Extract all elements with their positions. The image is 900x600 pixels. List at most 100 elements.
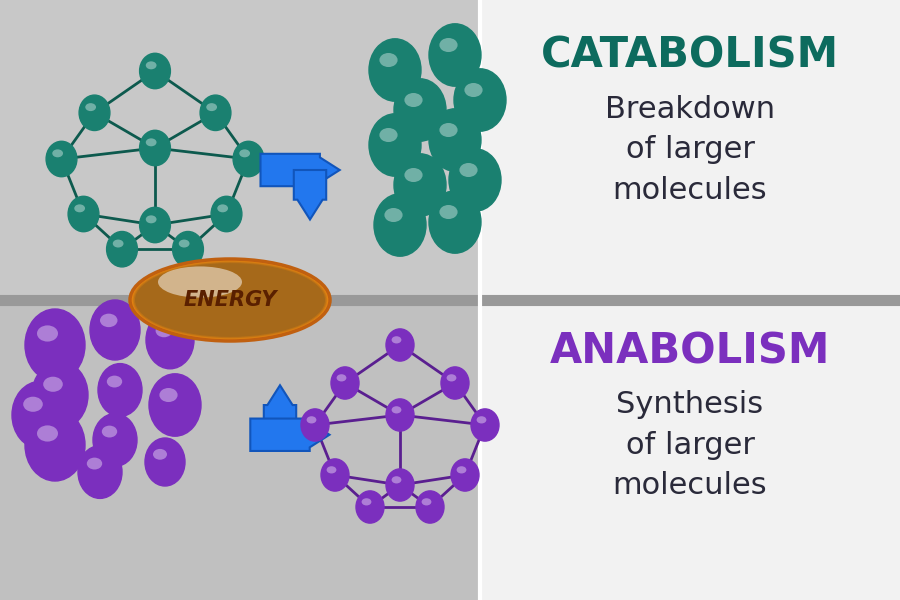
Ellipse shape [416,491,444,523]
Ellipse shape [301,409,329,441]
Ellipse shape [429,109,481,171]
Ellipse shape [25,309,85,381]
Ellipse shape [23,397,43,412]
Ellipse shape [106,232,138,267]
Ellipse shape [86,103,96,111]
Ellipse shape [356,491,384,523]
Ellipse shape [112,239,123,248]
Ellipse shape [384,208,402,222]
Ellipse shape [386,469,414,501]
Ellipse shape [217,205,228,212]
Ellipse shape [156,325,173,337]
Ellipse shape [146,311,194,369]
Ellipse shape [464,83,482,97]
Text: ENERGY: ENERGY [184,290,277,310]
Ellipse shape [130,259,330,341]
Ellipse shape [179,239,190,248]
Text: CATABOLISM: CATABOLISM [541,35,839,77]
Text: Breakdown
of larger
molecules: Breakdown of larger molecules [605,95,775,205]
Ellipse shape [107,376,122,388]
Ellipse shape [471,409,499,441]
Ellipse shape [90,300,140,360]
Ellipse shape [380,53,398,67]
Ellipse shape [12,382,68,449]
Ellipse shape [75,205,85,212]
Ellipse shape [441,367,469,399]
Ellipse shape [369,39,421,101]
Ellipse shape [454,69,506,131]
Ellipse shape [131,260,328,340]
Ellipse shape [321,459,349,491]
Ellipse shape [93,413,137,466]
Ellipse shape [394,79,446,141]
Ellipse shape [380,128,398,142]
Ellipse shape [37,325,58,341]
Ellipse shape [100,314,118,327]
Ellipse shape [404,168,423,182]
Bar [480,0,900,300]
Ellipse shape [446,374,456,382]
FancyArrow shape [250,419,329,451]
Ellipse shape [32,361,88,428]
Ellipse shape [337,374,347,382]
Ellipse shape [37,425,58,442]
Ellipse shape [386,399,414,431]
Ellipse shape [459,163,478,177]
Ellipse shape [392,476,401,484]
Ellipse shape [79,95,110,131]
Ellipse shape [362,498,372,505]
Ellipse shape [43,377,63,392]
Ellipse shape [233,141,264,177]
Ellipse shape [404,93,423,107]
Ellipse shape [134,262,326,338]
Ellipse shape [429,24,481,86]
Ellipse shape [327,466,337,473]
Bar [480,300,900,600]
Ellipse shape [86,458,103,469]
Ellipse shape [146,139,157,146]
Ellipse shape [140,207,170,243]
Ellipse shape [140,53,170,89]
Ellipse shape [392,406,401,413]
FancyArrow shape [264,385,296,435]
Ellipse shape [331,367,359,399]
Ellipse shape [449,149,501,211]
Ellipse shape [206,103,217,111]
Ellipse shape [153,449,167,460]
Text: Synthesis
of larger
molecules: Synthesis of larger molecules [613,390,768,500]
Ellipse shape [429,191,481,253]
Ellipse shape [239,149,250,157]
Ellipse shape [307,416,317,424]
Ellipse shape [212,196,242,232]
Text: ANABOLISM: ANABOLISM [550,330,830,372]
Ellipse shape [146,61,157,70]
Ellipse shape [439,205,457,219]
Ellipse shape [386,329,414,361]
Ellipse shape [25,409,85,481]
Ellipse shape [158,266,242,298]
Ellipse shape [78,446,122,499]
Ellipse shape [132,261,328,339]
Ellipse shape [68,196,99,232]
Ellipse shape [145,438,185,486]
Ellipse shape [52,149,63,157]
Ellipse shape [369,114,421,176]
Bar [0,300,480,600]
Ellipse shape [439,123,457,137]
Bar [0,0,480,300]
Ellipse shape [146,215,157,223]
Ellipse shape [439,38,457,52]
Ellipse shape [394,154,446,216]
Ellipse shape [135,263,325,337]
Ellipse shape [159,388,177,402]
Ellipse shape [200,95,231,131]
Ellipse shape [98,364,142,416]
Ellipse shape [102,425,117,437]
Ellipse shape [477,416,486,424]
Ellipse shape [451,459,479,491]
FancyArrow shape [293,170,326,220]
Ellipse shape [173,232,203,267]
FancyArrow shape [260,154,339,186]
Ellipse shape [421,498,431,505]
Ellipse shape [46,141,76,177]
